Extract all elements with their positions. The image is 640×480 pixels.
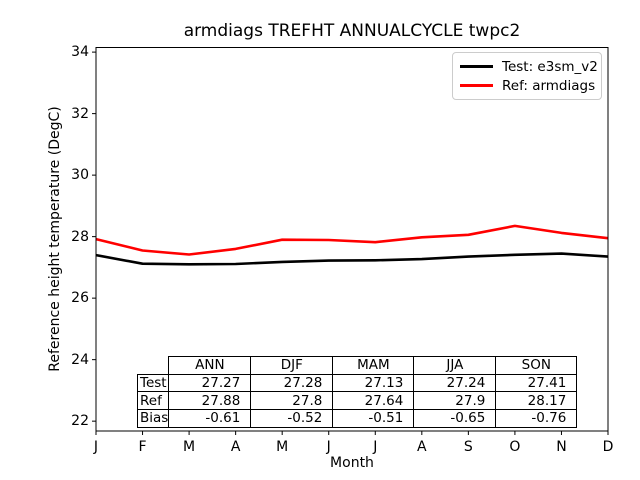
table-cell: 27.9 xyxy=(413,391,497,411)
table-cell: 27.13 xyxy=(332,373,415,393)
table-cell: -0.61 xyxy=(168,409,252,428)
series-line-ref xyxy=(95,224,609,256)
y-tick-label: 30 xyxy=(71,167,89,184)
x-tick-label: J xyxy=(326,439,331,455)
legend-line-swatch xyxy=(460,65,493,68)
table-column-header: MAM xyxy=(332,356,415,375)
legend-line-swatch xyxy=(460,84,493,87)
table-column-header: SON xyxy=(495,356,578,375)
legend-label: Ref: armdiags xyxy=(502,77,596,94)
table-cell: -0.52 xyxy=(250,409,334,428)
legend-item: Ref: armdiags xyxy=(460,77,596,95)
chart-title: armdiags TREFHT ANNUALCYCLE twpc2 xyxy=(183,21,521,41)
table-cell: 27.27 xyxy=(168,373,252,393)
series-line-test xyxy=(95,252,609,266)
y-tick-label: 26 xyxy=(71,290,89,307)
x-tick-label: O xyxy=(509,439,521,455)
legend-label: Test: e3sm_v2 xyxy=(502,58,598,75)
table-cell: -0.65 xyxy=(413,409,497,428)
table-row: Ref 27.88 27.8 27.64 27.9 28.17 xyxy=(136,391,578,411)
table-cell: 27.24 xyxy=(413,373,497,393)
x-tick-label: S xyxy=(463,439,473,455)
table-cell: -0.76 xyxy=(495,409,578,428)
table-row-label: Test xyxy=(136,373,170,393)
table-cell: 28.17 xyxy=(495,391,578,411)
table-cell: 27.64 xyxy=(332,391,415,411)
table-cell: -0.51 xyxy=(332,409,415,428)
table-cell: 27.8 xyxy=(250,391,334,411)
table-row-label: Ref xyxy=(136,391,170,411)
table-column-header: DJF xyxy=(250,356,334,375)
x-tick-label: A xyxy=(230,439,241,455)
x-tick-label: M xyxy=(183,439,196,455)
x-tick-label: J xyxy=(93,439,99,455)
table-cell: 27.28 xyxy=(250,373,334,393)
table-cell: 27.41 xyxy=(495,373,578,393)
legend: Test: e3sm_v2 Ref: armdiags xyxy=(452,52,602,100)
table-row: Test 27.27 27.28 27.13 27.24 27.41 xyxy=(136,373,578,393)
y-tick-label: 28 xyxy=(71,228,89,245)
x-tick-label: A xyxy=(417,439,427,455)
table-row: Bias -0.61 -0.52 -0.51 -0.65 -0.76 xyxy=(136,409,578,428)
y-tick-label: 24 xyxy=(71,351,89,368)
stats-table: ANN DJF MAM JJA SON Test 27.27 27.28 27.13 27.24… xyxy=(136,356,578,428)
table-cell: 27.88 xyxy=(168,391,252,411)
y-tick-label: 22 xyxy=(71,413,89,430)
axes-frame xyxy=(95,47,609,432)
table-corner-blank xyxy=(138,357,169,375)
table-column-header: JJA xyxy=(413,356,497,375)
legend-item: Test: e3sm_v2 xyxy=(460,58,598,76)
x-tick-label: M xyxy=(276,439,289,455)
table-header-row: ANN DJF MAM JJA SON xyxy=(138,356,578,375)
x-axis-label: Month xyxy=(330,455,374,471)
x-tick-label: J xyxy=(373,439,378,455)
table-column-header: ANN xyxy=(168,356,252,375)
x-tick-label: D xyxy=(602,439,614,455)
x-tick-label: F xyxy=(138,439,147,455)
x-tick-label: N xyxy=(556,439,567,455)
y-tick-label: 32 xyxy=(71,105,89,122)
y-tick-label: 34 xyxy=(71,44,89,61)
table-row-label: Bias xyxy=(136,409,170,428)
